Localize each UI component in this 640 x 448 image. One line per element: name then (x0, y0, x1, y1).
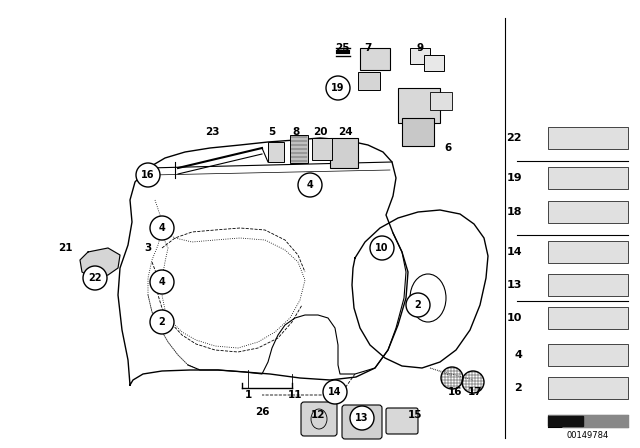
FancyBboxPatch shape (301, 402, 337, 436)
Text: 4: 4 (307, 180, 314, 190)
FancyBboxPatch shape (398, 88, 440, 123)
FancyBboxPatch shape (290, 135, 308, 163)
FancyBboxPatch shape (386, 408, 418, 434)
Text: 13: 13 (355, 413, 369, 423)
Circle shape (326, 76, 350, 100)
Text: 8: 8 (292, 127, 300, 137)
Text: 22: 22 (88, 273, 102, 283)
Text: 26: 26 (255, 407, 269, 417)
Text: 2: 2 (159, 317, 165, 327)
Text: 10: 10 (507, 313, 522, 323)
Polygon shape (548, 415, 628, 427)
FancyBboxPatch shape (548, 167, 628, 189)
Text: 14: 14 (506, 247, 522, 257)
FancyBboxPatch shape (358, 72, 380, 90)
Text: 16: 16 (448, 387, 462, 397)
Circle shape (370, 236, 394, 260)
Text: 14: 14 (328, 387, 342, 397)
FancyBboxPatch shape (548, 307, 628, 329)
Text: 10: 10 (375, 243, 388, 253)
Circle shape (150, 310, 174, 334)
FancyBboxPatch shape (342, 405, 382, 439)
FancyBboxPatch shape (312, 138, 332, 160)
Text: 19: 19 (506, 173, 522, 183)
Text: 13: 13 (507, 280, 522, 290)
Text: 15: 15 (408, 410, 422, 420)
Text: 4: 4 (514, 350, 522, 360)
FancyBboxPatch shape (424, 55, 444, 71)
Text: 00149784: 00149784 (567, 431, 609, 439)
Text: 23: 23 (205, 127, 220, 137)
Text: 16: 16 (141, 170, 155, 180)
Circle shape (83, 266, 107, 290)
Text: 18: 18 (506, 207, 522, 217)
Circle shape (298, 173, 322, 197)
Circle shape (323, 380, 347, 404)
FancyBboxPatch shape (410, 48, 430, 64)
Text: 3: 3 (145, 243, 152, 253)
FancyBboxPatch shape (548, 127, 628, 149)
Circle shape (350, 406, 374, 430)
FancyBboxPatch shape (360, 48, 390, 70)
Circle shape (150, 216, 174, 240)
Text: 21: 21 (58, 243, 72, 253)
Circle shape (150, 270, 174, 294)
FancyBboxPatch shape (548, 344, 628, 366)
Text: 1: 1 (244, 390, 252, 400)
Text: 4: 4 (159, 277, 165, 287)
Text: 11: 11 (288, 390, 302, 400)
Text: 2: 2 (515, 383, 522, 393)
Text: 9: 9 (417, 43, 424, 53)
FancyBboxPatch shape (548, 241, 628, 263)
Text: 20: 20 (313, 127, 327, 137)
Text: 7: 7 (364, 43, 372, 53)
Text: 25: 25 (335, 43, 349, 53)
FancyBboxPatch shape (548, 274, 628, 296)
Text: 2: 2 (415, 300, 421, 310)
Text: 22: 22 (506, 133, 522, 143)
Circle shape (136, 163, 160, 187)
Text: 5: 5 (268, 127, 276, 137)
Polygon shape (80, 248, 120, 278)
FancyBboxPatch shape (402, 118, 434, 146)
Text: 6: 6 (444, 143, 452, 153)
Text: 17: 17 (468, 387, 483, 397)
FancyBboxPatch shape (430, 92, 452, 110)
FancyBboxPatch shape (548, 201, 628, 223)
FancyBboxPatch shape (268, 142, 284, 162)
FancyBboxPatch shape (548, 377, 628, 399)
Text: 19: 19 (332, 83, 345, 93)
Polygon shape (548, 416, 583, 426)
Text: 24: 24 (338, 127, 352, 137)
Circle shape (406, 293, 430, 317)
FancyBboxPatch shape (330, 138, 358, 168)
Text: 4: 4 (159, 223, 165, 233)
Text: 12: 12 (311, 410, 325, 420)
